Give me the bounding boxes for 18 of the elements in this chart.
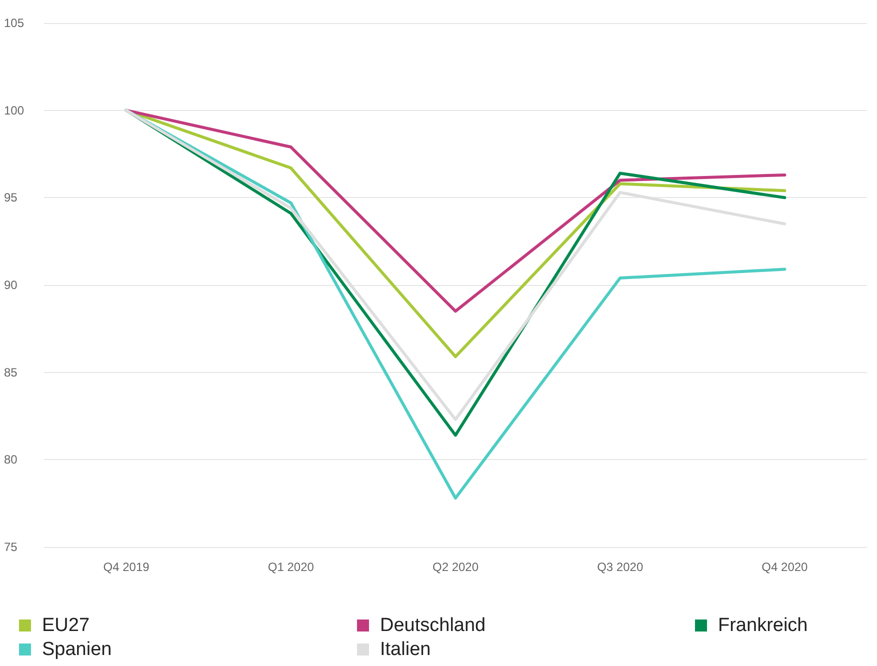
x-tick-label: Q3 2020 [597, 560, 644, 574]
y-tick-label: 95 [4, 190, 18, 205]
legend-label: Deutschland [380, 615, 486, 636]
y-tick-label: 105 [4, 16, 24, 30]
y-tick-label: 85 [4, 365, 18, 380]
line-series [124, 108, 786, 313]
y-tick-label: 75 [4, 540, 18, 554]
y-tick-label: 80 [4, 452, 18, 467]
x-tick-label: Q4 2019 [103, 560, 150, 574]
y-tick-label: 100 [4, 103, 24, 118]
y-tick-label: 90 [4, 278, 18, 292]
legend-label: EU27 [42, 615, 90, 636]
x-tick-label: Q1 2020 [268, 560, 314, 574]
x-tick-label: Q4 2020 [762, 560, 808, 574]
legend-label: Frankreich [718, 615, 808, 636]
legend-label: Italien [380, 639, 431, 660]
x-tick-label: Q2 2020 [432, 560, 479, 574]
legend-label: Spanien [42, 639, 112, 660]
